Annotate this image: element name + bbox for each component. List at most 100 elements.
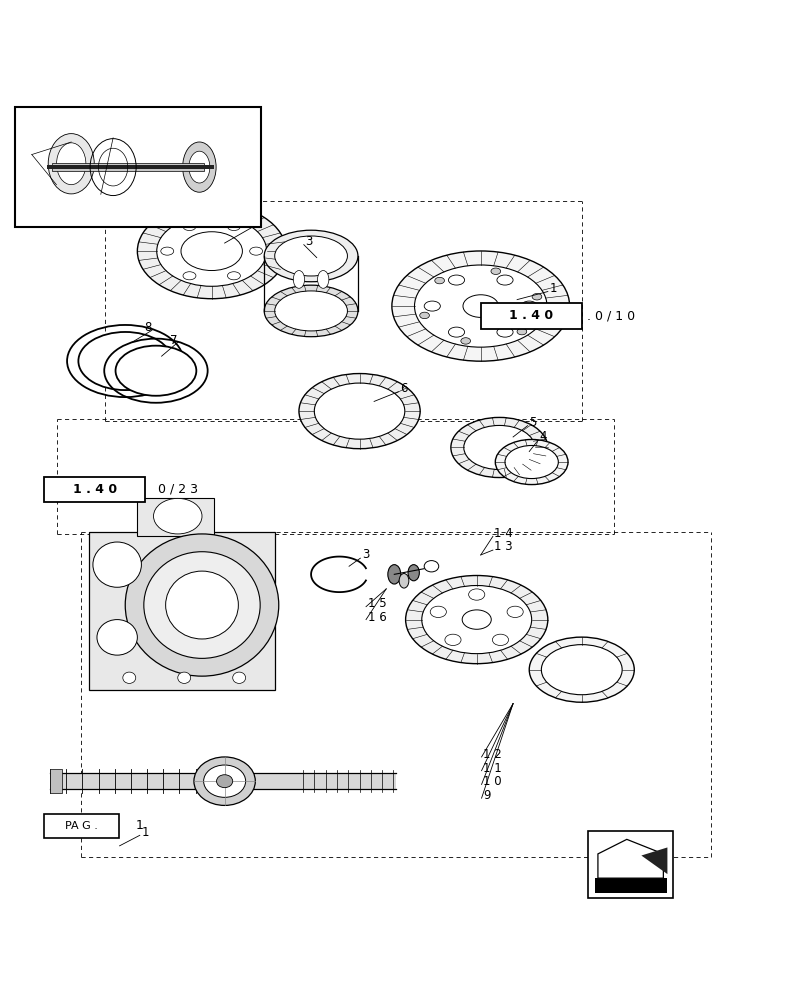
Text: 1 6: 1 6	[368, 611, 386, 624]
Bar	[481, 303, 582, 329]
Ellipse shape	[264, 230, 358, 282]
Ellipse shape	[57, 143, 86, 185]
Ellipse shape	[161, 247, 174, 255]
Text: . 0 / 1 0: . 0 / 1 0	[587, 309, 635, 322]
Text: 3: 3	[305, 235, 313, 248]
Text: 4: 4	[540, 430, 547, 443]
Bar	[44, 477, 145, 502]
Text: 9: 9	[483, 789, 490, 802]
Ellipse shape	[497, 327, 513, 337]
Ellipse shape	[430, 606, 446, 617]
Bar	[50, 773, 396, 789]
Text: 2: 2	[255, 217, 262, 230]
Text: 5: 5	[529, 416, 537, 429]
Ellipse shape	[408, 565, 419, 581]
Ellipse shape	[275, 291, 347, 331]
Text: 3: 3	[362, 548, 369, 561]
Ellipse shape	[422, 586, 532, 654]
Ellipse shape	[293, 271, 305, 288]
Ellipse shape	[125, 534, 279, 676]
Ellipse shape	[264, 285, 358, 337]
Ellipse shape	[166, 571, 238, 639]
Ellipse shape	[97, 620, 137, 655]
Ellipse shape	[217, 775, 233, 788]
Ellipse shape	[464, 425, 535, 470]
Ellipse shape	[521, 301, 537, 311]
Ellipse shape	[233, 672, 246, 683]
Ellipse shape	[424, 301, 440, 311]
Ellipse shape	[250, 247, 263, 255]
Ellipse shape	[228, 272, 241, 280]
Ellipse shape	[419, 312, 429, 319]
Ellipse shape	[228, 222, 241, 231]
Ellipse shape	[415, 304, 547, 324]
Text: 8: 8	[144, 321, 151, 334]
Bar	[44, 814, 119, 838]
Text: 1 1: 1 1	[483, 762, 502, 775]
Text: 1 5: 1 5	[368, 597, 386, 610]
Ellipse shape	[451, 417, 548, 478]
Ellipse shape	[462, 610, 491, 629]
Bar	[50, 769, 62, 793]
Ellipse shape	[505, 445, 558, 479]
Ellipse shape	[517, 328, 527, 335]
Ellipse shape	[48, 134, 95, 194]
Ellipse shape	[318, 271, 329, 288]
Polygon shape	[598, 839, 663, 878]
Ellipse shape	[445, 634, 461, 646]
Bar	[15, 107, 261, 227]
Ellipse shape	[461, 338, 470, 344]
Ellipse shape	[204, 765, 246, 797]
Ellipse shape	[392, 251, 570, 361]
Ellipse shape	[194, 757, 255, 805]
Ellipse shape	[189, 151, 210, 183]
Ellipse shape	[495, 439, 568, 485]
Ellipse shape	[275, 236, 347, 276]
Text: 1: 1	[141, 826, 149, 839]
Ellipse shape	[507, 606, 524, 617]
Bar	[47, 165, 214, 169]
Ellipse shape	[415, 265, 547, 347]
Text: 1 2: 1 2	[483, 748, 502, 761]
Ellipse shape	[448, 275, 465, 285]
Ellipse shape	[491, 268, 501, 274]
Ellipse shape	[399, 574, 409, 588]
Bar	[52, 163, 204, 171]
Text: 1 0: 1 0	[483, 775, 502, 788]
Ellipse shape	[497, 275, 513, 285]
Ellipse shape	[116, 346, 196, 396]
Ellipse shape	[299, 374, 420, 449]
Ellipse shape	[463, 295, 499, 317]
Text: 1 . 4 0: 1 . 4 0	[73, 483, 117, 496]
Ellipse shape	[183, 272, 196, 280]
Bar	[137, 498, 214, 536]
Ellipse shape	[183, 142, 216, 192]
Ellipse shape	[406, 575, 548, 664]
Text: 1 4: 1 4	[494, 527, 513, 540]
Text: 1 . 4 0: 1 . 4 0	[509, 309, 553, 322]
Bar	[89, 532, 275, 690]
Ellipse shape	[388, 565, 401, 584]
Ellipse shape	[123, 672, 136, 683]
Text: PA G .: PA G .	[65, 821, 98, 831]
Bar	[595, 878, 667, 893]
Ellipse shape	[448, 327, 465, 337]
Text: 1: 1	[549, 282, 557, 295]
Ellipse shape	[435, 277, 444, 284]
Bar	[588, 831, 673, 898]
Ellipse shape	[314, 383, 405, 439]
Ellipse shape	[424, 561, 439, 572]
Ellipse shape	[154, 498, 202, 534]
Ellipse shape	[144, 552, 260, 658]
Ellipse shape	[93, 542, 141, 587]
Polygon shape	[642, 847, 667, 874]
Ellipse shape	[492, 634, 508, 646]
Text: 7: 7	[170, 334, 177, 347]
Ellipse shape	[541, 645, 622, 695]
Text: 0 / 2 3: 0 / 2 3	[150, 483, 198, 496]
Text: 1 3: 1 3	[494, 540, 513, 553]
Ellipse shape	[78, 332, 172, 390]
Text: 1: 1	[128, 819, 145, 832]
Ellipse shape	[183, 222, 196, 231]
Ellipse shape	[137, 204, 286, 299]
